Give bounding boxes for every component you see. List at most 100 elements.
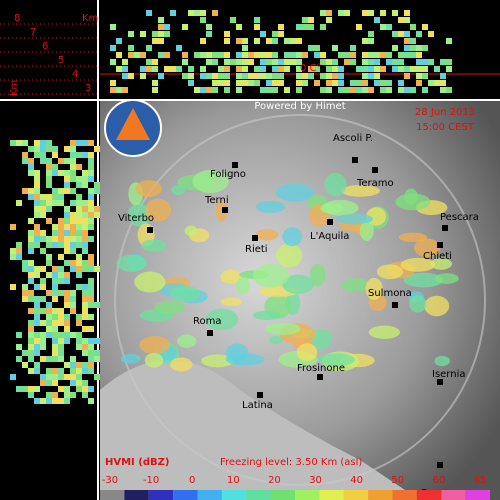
echo-cell [82, 260, 88, 266]
echo-cell [410, 24, 416, 30]
echo-cell [58, 218, 64, 224]
rain-cell [414, 238, 441, 258]
echo-cell [308, 24, 314, 30]
echo-cell [28, 164, 34, 170]
echo-cell [356, 80, 362, 86]
echo-cell [82, 200, 88, 206]
echo-cell [82, 212, 88, 218]
echo-cell [122, 73, 128, 79]
echo-cell [206, 87, 212, 93]
echo-cell [422, 45, 428, 51]
echo-cell [16, 344, 22, 350]
echo-cell [82, 230, 88, 236]
echo-cell [278, 59, 284, 65]
echo-cell [82, 176, 88, 182]
echo-cell [70, 302, 76, 308]
scale-swatch [100, 490, 125, 500]
echo-cell [320, 87, 326, 93]
echo-cell [52, 326, 58, 332]
echo-cell [332, 66, 338, 72]
echo-cell [34, 332, 40, 338]
echo-cell [52, 242, 58, 248]
echo-cell [64, 236, 70, 242]
echo-cell [188, 10, 194, 16]
echo-cell [70, 260, 76, 266]
echo-cell [58, 170, 64, 176]
echo-cell [76, 254, 82, 260]
echo-cell [224, 38, 230, 44]
echo-cell [434, 66, 440, 72]
echo-cell [46, 320, 52, 326]
echo-cell [52, 392, 58, 398]
echo-cell [152, 80, 158, 86]
rain-cell [340, 278, 370, 292]
echo-cell [248, 80, 254, 86]
echo-cell [398, 87, 404, 93]
echo-cell [88, 266, 94, 272]
echo-cell [76, 380, 82, 386]
echo-cell [58, 374, 64, 380]
echo-cell [52, 146, 58, 152]
echo-cell [70, 248, 76, 254]
echo-cell [146, 59, 152, 65]
echo-cell [392, 10, 398, 16]
echo-cell [46, 302, 52, 308]
rain-cell [269, 335, 283, 345]
echo-cell [200, 66, 206, 72]
echo-cell [40, 248, 46, 254]
echo-cell [326, 66, 332, 72]
echo-cell [76, 224, 82, 230]
echo-cell [356, 24, 362, 30]
rain-cell [341, 184, 381, 197]
rain-cell [177, 334, 197, 348]
echo-cell [254, 17, 260, 23]
echo-cell [260, 73, 266, 79]
echo-cell [46, 332, 52, 338]
echo-cell [46, 272, 52, 278]
echo-cell [170, 10, 176, 16]
echo-cell [52, 224, 58, 230]
scale-swatch [148, 490, 174, 500]
echo-cell [218, 73, 224, 79]
echo-cell [70, 170, 76, 176]
echo-cell [296, 66, 302, 72]
echo-cell [10, 224, 16, 230]
scale-swatch [416, 490, 442, 500]
echo-cell [182, 73, 188, 79]
echo-cell [440, 87, 446, 93]
echo-cell [266, 38, 272, 44]
echo-cell [176, 66, 182, 72]
echo-cell [22, 266, 28, 272]
echo-cell [28, 230, 34, 236]
date: 28 Jun 2013 [415, 107, 475, 118]
echo-cell [344, 87, 350, 93]
echo-cell [22, 152, 28, 158]
echo-cell [242, 38, 248, 44]
echo-cell [260, 87, 266, 93]
echo-cell [194, 87, 200, 93]
echo-cell [52, 338, 58, 344]
echo-cell [46, 356, 52, 362]
echo-cell [94, 374, 100, 380]
city-marker [147, 227, 153, 233]
echo-cell [82, 170, 88, 176]
echo-cell [212, 52, 218, 58]
echo-cell [356, 66, 362, 72]
echo-cell [308, 73, 314, 79]
echo-cell [88, 296, 94, 302]
echo-cell [302, 17, 308, 23]
echo-cell [152, 87, 158, 93]
echo-cell [58, 350, 64, 356]
echo-cell [350, 59, 356, 65]
echo-cell [70, 236, 76, 242]
city-label: Latina [242, 400, 273, 411]
echo-cell [34, 344, 40, 350]
echo-cell [200, 87, 206, 93]
echo-cell [410, 66, 416, 72]
echo-cell [76, 200, 82, 206]
echo-cell [34, 320, 40, 326]
echo-cell [314, 45, 320, 51]
echo-cell [64, 314, 70, 320]
echo-cell [308, 66, 314, 72]
echo-cell [58, 278, 64, 284]
